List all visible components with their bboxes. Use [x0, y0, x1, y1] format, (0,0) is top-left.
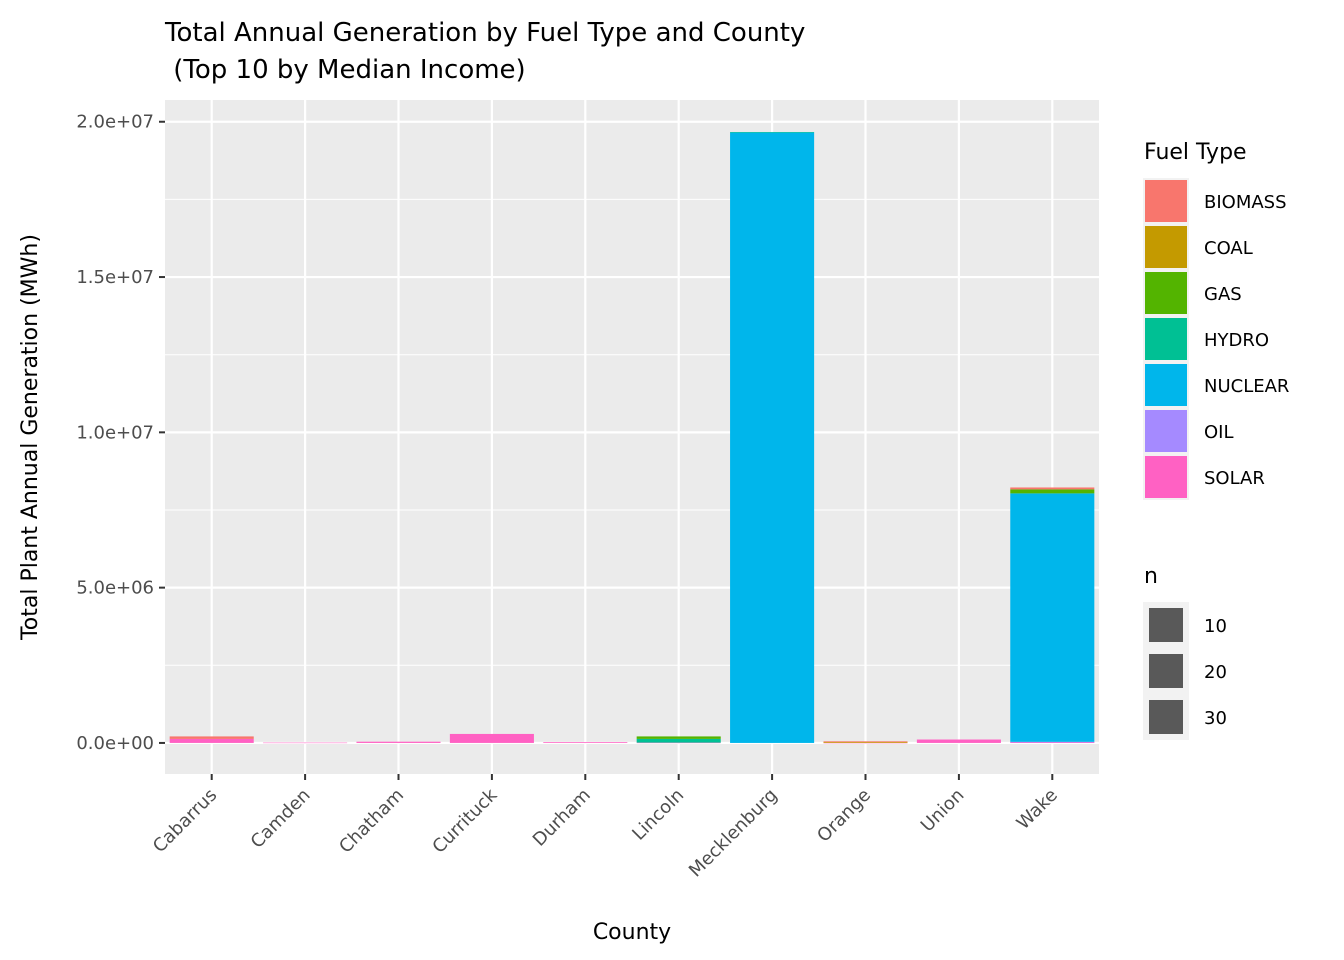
legend-swatch-solar — [1145, 456, 1187, 498]
bar-segment-wake-oil — [1010, 741, 1095, 743]
y-tick-label: 2.0e+07 — [76, 112, 154, 133]
bar-segment-wake-solar — [1010, 742, 1095, 743]
x-tick-label-orange: Orange — [813, 785, 875, 847]
bar-segment-orange-coal — [823, 741, 908, 743]
bar-segment-chatham-solar — [356, 741, 441, 743]
bar-segment-cabarrus-biomass — [169, 736, 254, 739]
y-tick-label: 1.5e+07 — [76, 267, 154, 288]
legend-n-swatch-10 — [1149, 608, 1183, 642]
bar-segment-lincoln-hydro — [636, 738, 721, 743]
legend-fuel-type: Fuel Type BIOMASS COAL GAS HYDRO NUCLEAR OIL S… — [1143, 140, 1289, 500]
x-tick-label-cabarrus: Cabarrus — [149, 785, 221, 857]
legend-n: n 10 20 30 — [1143, 564, 1227, 740]
legend-label-solar: SOLAR — [1204, 468, 1265, 489]
legend-n-label-10: 10 — [1204, 616, 1227, 637]
y-tick-label: 1.0e+07 — [76, 422, 154, 443]
legend-swatch-nuclear — [1145, 364, 1187, 406]
bar-segment-mecklenburg-nuclear — [730, 132, 815, 743]
bar-segment-cabarrus-solar — [169, 738, 254, 743]
chart-title-line2: (Top 10 by Median Income) — [165, 55, 526, 85]
x-tick-label-durham: Durham — [529, 785, 595, 851]
y-axis: 0.0e+00 5.0e+06 1.0e+07 1.5e+07 2.0e+07 — [76, 112, 165, 754]
legend-swatch-oil — [1145, 410, 1187, 452]
bar-segment-union-solar — [916, 739, 1001, 743]
bar-segment-durham-solar — [543, 742, 628, 743]
bar-segment-camden-solar — [263, 742, 348, 744]
legend-n-title: n — [1144, 564, 1158, 589]
bar-segment-currituck-solar — [449, 733, 534, 743]
legend-label-oil: OIL — [1204, 422, 1234, 443]
x-tick-label-wake: Wake — [1013, 785, 1062, 834]
legend-label-nuclear: NUCLEAR — [1204, 376, 1289, 397]
legend-swatch-coal — [1145, 226, 1187, 268]
x-tick-label-currituck: Currituck — [428, 784, 501, 857]
x-tick-label-union: Union — [917, 785, 969, 837]
chart-title-line1: Total Annual Generation by Fuel Type and… — [164, 18, 805, 48]
legend-swatch-gas — [1145, 272, 1187, 314]
legend-label-biomass: BIOMASS — [1204, 192, 1287, 213]
x-tick-label-mecklenburg: Mecklenburg — [685, 785, 782, 882]
bar-segment-orange-biomass — [823, 741, 908, 742]
legend-n-swatch-20 — [1149, 654, 1183, 688]
x-tick-label-lincoln: Lincoln — [628, 785, 688, 845]
x-tick-label-chatham: Chatham — [335, 785, 408, 858]
bar-segment-wake-gas — [1010, 489, 1095, 494]
legend-label-gas: GAS — [1204, 284, 1242, 305]
x-axis-title: County — [593, 920, 671, 945]
legend-swatch-biomass — [1145, 180, 1187, 222]
bars-layer — [169, 131, 1095, 744]
bar-segment-lincoln-solar — [636, 742, 721, 744]
legend-n-swatch-30 — [1149, 700, 1183, 734]
y-tick-label: 5.0e+06 — [76, 578, 154, 599]
bar-segment-lincoln-gas — [636, 736, 721, 739]
bar-segment-wake-nuclear — [1010, 493, 1095, 742]
bar-segment-mecklenburg-hydro — [730, 131, 815, 133]
legend-label-coal: COAL — [1204, 238, 1253, 259]
bar-segment-orange-solar — [823, 742, 908, 744]
bar-segment-wake-biomass — [1010, 487, 1095, 490]
plot-panel — [165, 100, 1099, 774]
x-axis: Cabarrus Camden Chatham Currituck Durham Linc… — [149, 774, 1062, 881]
legend-fuel-type-title: Fuel Type — [1144, 140, 1247, 165]
legend-n-label-30: 30 — [1204, 708, 1227, 729]
y-axis-title: Total Plant Annual Generation (MWh) — [18, 234, 43, 641]
x-tick-label-camden: Camden — [247, 785, 315, 853]
legend-label-hydro: HYDRO — [1204, 330, 1269, 351]
legend-swatch-hydro — [1145, 318, 1187, 360]
legend-n-label-20: 20 — [1204, 662, 1227, 683]
y-tick-label: 0.0e+00 — [76, 733, 154, 754]
